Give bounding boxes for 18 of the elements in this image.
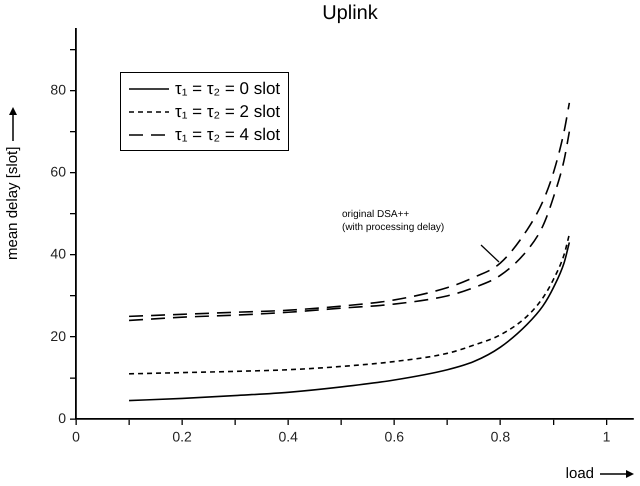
y-axis-title: mean delay [slot] — [4, 146, 21, 260]
y-tick-label: 60 — [50, 164, 66, 180]
y-tick-label: 20 — [50, 328, 66, 344]
y-tick-label: 40 — [50, 246, 66, 262]
x-tick-label: 0.6 — [384, 428, 404, 444]
x-tick-label: 0.8 — [490, 428, 510, 444]
x-axis-title: load — [566, 465, 594, 482]
x-tick-label: 1 — [602, 428, 611, 444]
legend-label: τ₁ = τ₂ = 2 slot — [175, 101, 280, 123]
x-tick-label: 0.4 — [278, 428, 298, 444]
y-tick-label: 80 — [50, 81, 66, 98]
y-tick-label: 0 — [58, 410, 66, 426]
annotation: original DSA++ (with processing delay) — [342, 208, 444, 234]
chart-title: Uplink — [321, 2, 379, 25]
x-tick-label: 0.2 — [172, 428, 192, 444]
legend-label: τ₁ = τ₂ = 4 slot — [175, 124, 280, 146]
x-tick-label: 0 — [72, 428, 80, 444]
legend-label: τ₁ = τ₂ = 0 slot — [175, 78, 280, 100]
